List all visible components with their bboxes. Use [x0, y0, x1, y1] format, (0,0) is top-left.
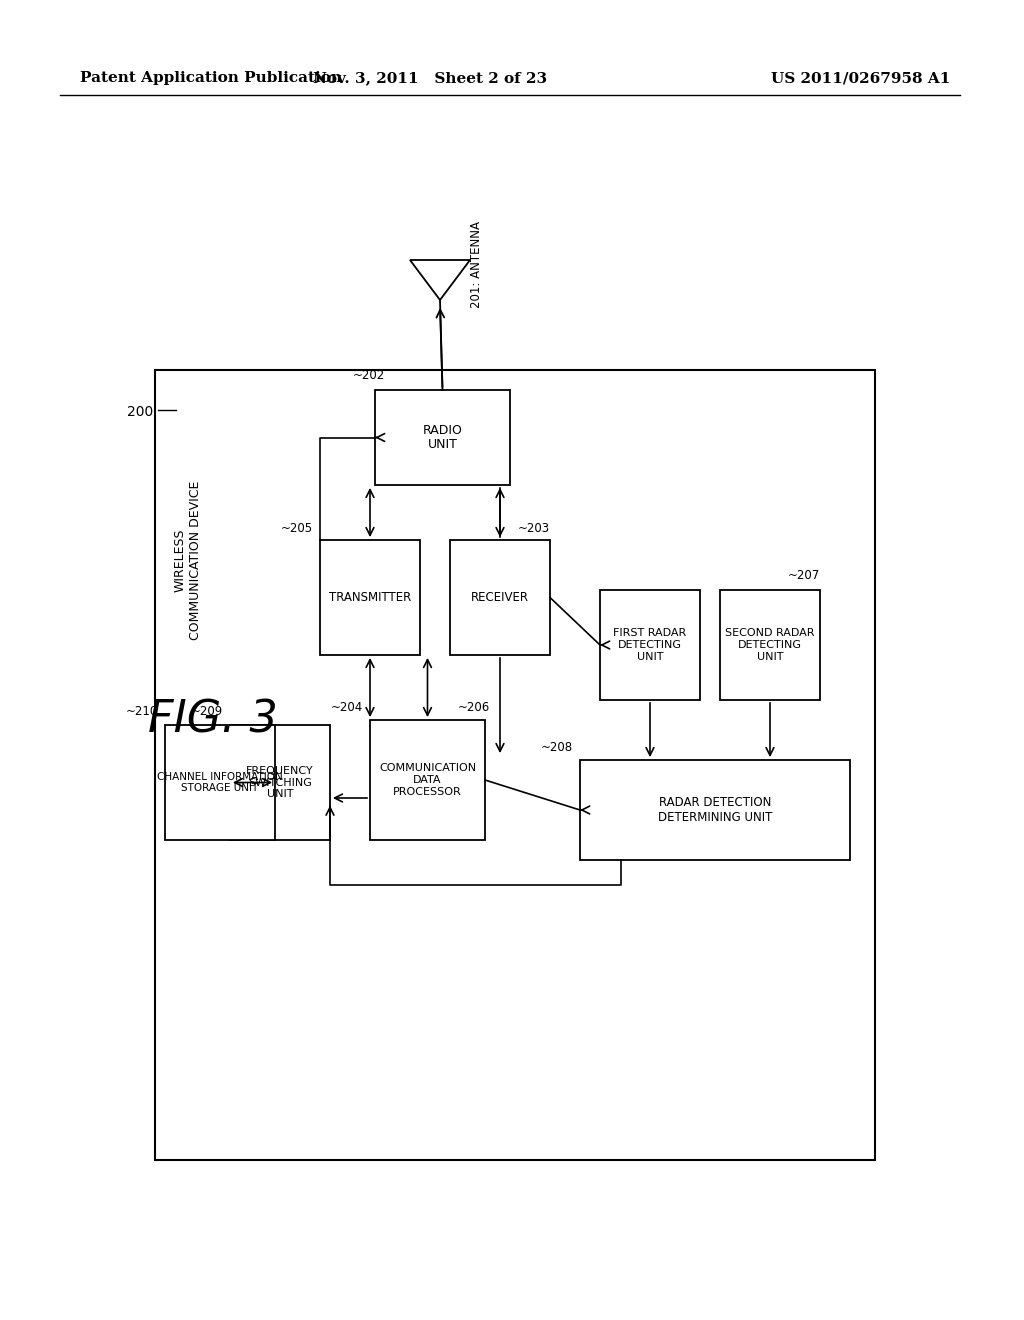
Text: RECEIVER: RECEIVER	[471, 591, 529, 605]
Text: FIG. 3: FIG. 3	[148, 698, 278, 742]
Text: ~207: ~207	[787, 569, 820, 582]
Bar	[370, 719, 485, 840]
Bar	[165, 725, 275, 840]
Text: ~209: ~209	[190, 705, 223, 718]
Text: COMMUNICATION
DATA
PROCESSOR: COMMUNICATION DATA PROCESSOR	[379, 763, 476, 796]
Text: WIRELESS
COMMUNICATION DEVICE: WIRELESS COMMUNICATION DEVICE	[174, 480, 202, 640]
Text: SECOND RADAR
DETECTING
UNIT: SECOND RADAR DETECTING UNIT	[725, 628, 815, 661]
Bar	[319, 540, 420, 655]
Polygon shape	[410, 260, 470, 300]
Text: CHANNEL INFORMATION
STORAGE UNIT: CHANNEL INFORMATION STORAGE UNIT	[157, 772, 283, 793]
Text: 201: ANTENNA: 201: ANTENNA	[470, 222, 483, 309]
Text: FREQUENCY
SWITCHING
UNIT: FREQUENCY SWITCHING UNIT	[246, 766, 313, 799]
Bar	[155, 370, 874, 1160]
Bar	[720, 590, 820, 700]
Text: ~202: ~202	[352, 370, 385, 381]
Text: FIRST RADAR
DETECTING
UNIT: FIRST RADAR DETECTING UNIT	[613, 628, 687, 661]
Text: 200: 200	[127, 405, 153, 418]
Text: Patent Application Publication: Patent Application Publication	[80, 71, 342, 84]
Text: ~205: ~205	[281, 521, 313, 535]
Text: RADAR DETECTION
DETERMINING UNIT: RADAR DETECTION DETERMINING UNIT	[657, 796, 772, 824]
Text: Nov. 3, 2011   Sheet 2 of 23: Nov. 3, 2011 Sheet 2 of 23	[313, 71, 547, 84]
Bar	[600, 590, 700, 700]
Text: TRANSMITTER: TRANSMITTER	[329, 591, 411, 605]
Bar	[375, 389, 510, 484]
Text: ~203: ~203	[518, 521, 550, 535]
Bar	[580, 760, 850, 861]
Text: ~206: ~206	[458, 701, 490, 714]
Text: ~210: ~210	[126, 705, 158, 718]
Text: ~204: ~204	[331, 701, 362, 714]
Text: US 2011/0267958 A1: US 2011/0267958 A1	[771, 71, 950, 84]
Bar	[230, 725, 330, 840]
Text: RADIO
UNIT: RADIO UNIT	[423, 424, 463, 451]
Text: ~208: ~208	[541, 741, 573, 754]
Bar	[450, 540, 550, 655]
